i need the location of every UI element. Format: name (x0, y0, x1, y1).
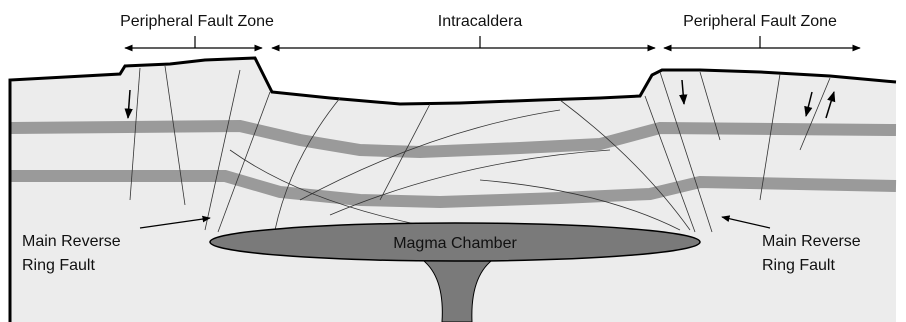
fault-label: Main Reverse (22, 233, 121, 250)
magma-label: Magma Chamber (393, 235, 517, 252)
fault-label: Ring Fault (22, 257, 95, 274)
fault-label: Main Reverse (762, 233, 861, 250)
zone-label: Intracaldera (438, 13, 523, 30)
diagram: Peripheral Fault Zone Intracaldera Perip… (0, 0, 906, 322)
zone-label: Peripheral Fault Zone (120, 13, 274, 30)
fault-label: Ring Fault (762, 257, 835, 274)
zone-label: Peripheral Fault Zone (683, 13, 837, 30)
